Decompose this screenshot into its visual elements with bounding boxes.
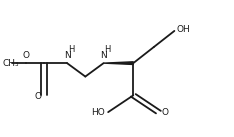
Text: OH: OH [177,25,190,34]
Text: HO: HO [91,108,105,117]
Text: H: H [68,45,74,54]
Text: N: N [64,51,70,60]
Polygon shape [104,62,133,65]
Text: O: O [34,92,41,101]
Text: CH₃: CH₃ [3,59,19,68]
Text: N: N [100,51,107,60]
Text: O: O [22,51,29,60]
Text: O: O [161,108,168,117]
Text: H: H [105,45,111,54]
